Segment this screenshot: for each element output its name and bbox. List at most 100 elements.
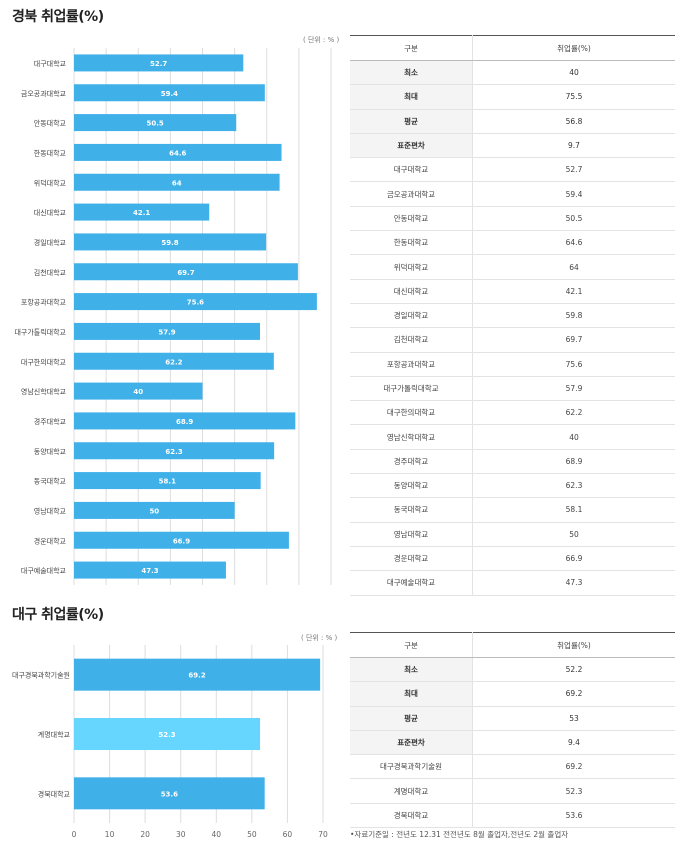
row-value: 50 [472,522,675,547]
row-value: 66.9 [472,546,675,572]
row-value: 47.3 [472,570,675,596]
stat-row: 최소 40 [350,60,675,86]
table-row: 금오공과대학교 59.4 [350,181,675,207]
stat-row: 표준편차 9.4 [350,730,675,756]
category-label: 대신대학교 [34,208,67,217]
row-category: 대구한의대학교 [350,400,473,426]
stat-value: 69.2 [472,681,675,707]
stat-label: 최소 [350,60,473,86]
stat-value: 52.2 [472,657,675,683]
bar [74,233,267,251]
gb-section-title: 경북 취업률(%) [12,9,104,25]
category-label: 경북대학교 [38,789,71,798]
table-row: 계명대학교 52.3 [350,778,675,804]
source-footnote: •자료기준일 : 전년도 12.31 전전년도 8월 졸업자,전년도 2월 졸업… [350,830,569,839]
bar [74,412,296,430]
bar-value-label: 57.9 [158,328,175,336]
dg-table-header-category: 구분 [350,632,473,658]
bar-value-label: 53.6 [161,790,178,798]
dg-bar-chart: 0 10 20 30 40 50 60 70 대구경북과학기술원 69.2 계명대학교 52.3 경북대… [12,645,328,839]
category-label: 대구예술대학교 [21,566,67,575]
row-category: 경북대학교 [350,803,473,829]
stat-value: 56.8 [472,109,675,134]
x-tick-label: 40 [212,830,222,839]
row-category: 위덕대학교 [350,254,473,280]
bar [74,442,275,460]
stat-value: 75.5 [472,84,675,110]
bar [74,263,298,281]
bar [74,658,321,691]
row-category: 안동대학교 [350,206,473,232]
row-value: 40 [472,424,675,450]
category-label: 위덕대학교 [34,178,67,187]
row-value: 62.2 [472,400,675,426]
bar-value-label: 42.1 [133,209,150,217]
gb-data-table: 구분 취업률(%) 최소 40 최대 75.5 평균 56.8 표준편차 9.7 대구대학교 52… [350,35,675,596]
row-category: 대신대학교 [350,279,473,304]
category-label: 영남신학대학교 [21,387,67,396]
stat-row: 평균 56.8 [350,109,675,134]
category-label: 김천대학교 [34,268,67,277]
bar-value-label: 64.6 [169,149,186,157]
table-row: 경일대학교 59.8 [350,303,675,329]
row-value: 58.1 [472,497,675,523]
bar-value-label: 50 [149,507,159,515]
category-label: 영남대학교 [34,506,67,515]
row-value: 42.1 [472,279,675,304]
x-tick-label: 20 [140,830,150,839]
row-value: 68.9 [472,449,675,475]
bar [74,114,237,132]
gb-table-header-value: 취업률(%) [472,35,675,61]
stat-value: 9.4 [472,730,675,756]
x-tick-label: 50 [247,830,257,839]
bar [74,472,261,490]
bar [74,322,261,340]
category-label: 대구가톨릭대학교 [14,327,66,336]
stat-label: 최대 [350,681,473,707]
table-row: 대구대학교 52.7 [350,157,675,183]
stat-label: 표준편차 [350,730,473,756]
bar-value-label: 69.7 [177,269,194,277]
row-category: 동양대학교 [350,473,473,499]
stat-row: 표준편차 9.7 [350,133,675,159]
table-row: 대구예술대학교 47.3 [350,570,675,596]
category-label: 동국대학교 [34,477,67,486]
bar-value-label: 75.6 [187,299,204,307]
gb-bar-chart: 대구대학교 52.7 금오공과대학교 59.4 안동대학교 50.5 한동대학교 64.6 위덕… [14,48,332,585]
bar [74,54,244,72]
stat-label: 평균 [350,706,473,731]
table-row: 동양대학교 62.3 [350,473,675,499]
bar-value-label: 40 [133,388,143,396]
dg-section-title: 대구 취업률(%) [12,607,104,623]
bar-value-label: 69.2 [188,672,205,680]
category-label: 금오공과대학교 [21,89,67,98]
stat-label: 평균 [350,109,473,134]
stat-value: 9.7 [472,133,675,159]
row-category: 대구경북과학기술원 [350,754,473,780]
row-value: 64 [472,254,675,280]
table-row: 경주대학교 68.9 [350,449,675,475]
table-row: 영남대학교 50 [350,522,675,547]
table-row: 포항공과대학교 75.6 [350,352,675,377]
bar [74,84,265,102]
row-category: 경일대학교 [350,303,473,329]
gb-unit-label: ( 단위 : % ) [303,36,340,44]
stat-label: 최대 [350,84,473,110]
bar-value-label: 59.4 [161,90,178,98]
category-label: 경주대학교 [34,417,67,426]
category-label: 대구대학교 [34,59,67,68]
bar [74,718,261,750]
row-category: 대구가톨릭대학교 [350,376,473,402]
row-value: 69.7 [472,327,675,353]
table-row: 대구경북과학기술원 69.2 [350,754,675,780]
dg-unit-label: ( 단위 : % ) [301,634,338,642]
bar-value-label: 52.7 [150,60,167,68]
stat-row: 평균 53 [350,706,675,731]
table-row: 대구한의대학교 62.2 [350,400,675,426]
category-label: 안동대학교 [34,119,67,128]
gb-table-header-category: 구분 [350,35,473,61]
table-row: 경운대학교 66.9 [350,546,675,572]
dg-table-header-value: 취업률(%) [472,632,675,658]
row-category: 동국대학교 [350,497,473,523]
row-category: 계명대학교 [350,778,473,804]
